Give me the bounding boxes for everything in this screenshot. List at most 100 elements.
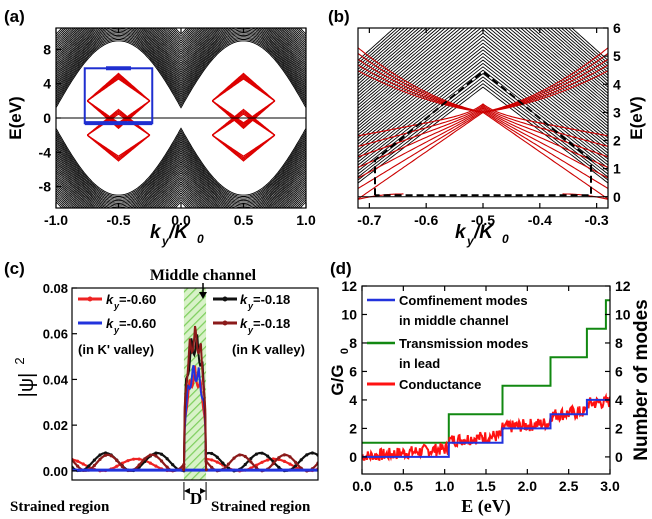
bulk-band	[56, 28, 306, 49]
panel-d-xlabel: E (eV)	[461, 496, 510, 517]
x-tick-label: 2.0	[518, 478, 538, 494]
y-tick-label-right: 2	[613, 133, 621, 149]
y-tick-label-right: 5	[613, 48, 621, 64]
x-tick-label: 3.0	[600, 478, 620, 494]
y-tick-label-right: 0	[615, 449, 623, 465]
wavefunction-marker	[103, 453, 108, 457]
wavefunction-marker	[232, 456, 236, 460]
panel-c-ylabel: |ψ| 2	[12, 357, 38, 397]
bulk-band	[358, 28, 608, 127]
bulk-band	[358, 28, 608, 103]
legend-marker-darkred	[222, 320, 228, 326]
arrow-right-head	[200, 488, 207, 494]
legend-y-blue: y	[113, 325, 120, 335]
legend-label-confinement-2: in middle channel	[399, 313, 509, 328]
wavefunction-marker	[282, 459, 287, 463]
panel-a: -1.0 -0.5 0.0 0.5 1.0 -8 -4 0 4 8 (a) E(eV) k y /…	[4, 7, 316, 248]
y-tick-label: 4	[43, 76, 51, 92]
y-tick-label-right: 0	[613, 189, 621, 205]
bulk-band	[56, 136, 306, 202]
x-tick-label: 0.0	[352, 478, 372, 494]
bulk-band	[358, 28, 608, 130]
bulk-band	[56, 28, 306, 42]
bulk-band	[56, 131, 306, 199]
bulk-band	[56, 181, 306, 208]
bulk-band	[56, 40, 306, 109]
x-tick-label: 1.0	[435, 478, 455, 494]
wavefunction-marker	[243, 454, 247, 459]
panel-c-frame	[71, 287, 319, 481]
middle-channel-arrow-head	[199, 292, 207, 299]
bulk-band	[56, 178, 306, 208]
svg-text:2: 2	[12, 357, 27, 364]
wavefunction-marker	[109, 454, 113, 458]
bulk-band	[56, 187, 306, 208]
bulk-band	[56, 30, 306, 93]
wavefunction-marker	[288, 462, 292, 466]
bulk-band	[358, 73, 608, 172]
confined-band	[358, 110, 608, 189]
x-tick-label: 1.5	[476, 478, 496, 494]
bulk-band	[56, 129, 306, 197]
wavefunction-marker	[210, 465, 214, 469]
y-tick-label: 0.06	[43, 327, 68, 342]
legend-label-blue: =-0.60	[119, 316, 156, 331]
legend-marker-red	[87, 296, 93, 302]
bulk-band	[56, 190, 306, 208]
confined-band-upper	[358, 70, 608, 113]
wavefunction-marker	[238, 453, 242, 457]
bulk-band	[56, 32, 306, 96]
confined-band	[358, 108, 608, 179]
confinement-modes-line	[362, 398, 610, 458]
bulk-band	[56, 185, 306, 208]
bulk-band	[358, 28, 608, 100]
legend-label-red: =-0.60	[119, 292, 156, 307]
bulk-band	[56, 28, 306, 51]
wavefunction-marker	[165, 465, 169, 469]
y-tick-label: 8	[349, 335, 357, 351]
wavefunction-marker	[277, 465, 281, 469]
bulk-band	[358, 86, 608, 184]
wavefunction-marker	[249, 456, 253, 461]
bulk-band	[56, 28, 306, 55]
wavefunction-marker	[154, 451, 158, 455]
bulk-band	[56, 39, 306, 107]
wavefunction-marker	[226, 462, 231, 466]
wavefunction-marker	[266, 458, 270, 462]
bulk-band	[56, 28, 306, 76]
wavefunction-marker	[210, 458, 214, 462]
edge-band	[358, 193, 404, 200]
legend-valley-k: (in K valley)	[232, 342, 305, 357]
wavefunction-marker	[137, 457, 141, 461]
bulk-band	[56, 28, 306, 89]
bulk-band	[56, 174, 306, 208]
bulk-band	[56, 165, 306, 208]
bulk-band	[56, 145, 306, 207]
bulk-band	[56, 147, 306, 208]
y-tick-label-right: 4	[613, 76, 621, 92]
wavefunction-marker	[294, 460, 298, 465]
panel-b-xlabel: k y /K 0	[455, 222, 509, 248]
bulk-band	[358, 52, 608, 154]
bulk-band	[358, 28, 608, 79]
panel-c-label: (c)	[4, 259, 25, 278]
wavefunction-marker	[75, 459, 80, 463]
confined-band	[211, 78, 276, 102]
bulk-band	[358, 66, 608, 166]
bulk-band	[358, 28, 608, 118]
bulk-band	[56, 183, 306, 208]
bulk-band	[358, 46, 608, 148]
bulk-band	[56, 198, 306, 208]
bulk-band	[56, 28, 306, 69]
wavefunction-marker	[115, 458, 119, 463]
bulk-band	[358, 42, 608, 145]
bulk-band	[358, 39, 608, 142]
wavefunction-channel-peak	[181, 364, 209, 472]
legend-label-black: =-0.18	[253, 292, 290, 307]
y-tick-label-right: 12	[615, 278, 631, 294]
bulk-band	[56, 28, 306, 53]
wavefunction-marker	[103, 451, 108, 455]
bulk-band	[56, 28, 306, 35]
wavefunction-marker	[305, 453, 309, 457]
